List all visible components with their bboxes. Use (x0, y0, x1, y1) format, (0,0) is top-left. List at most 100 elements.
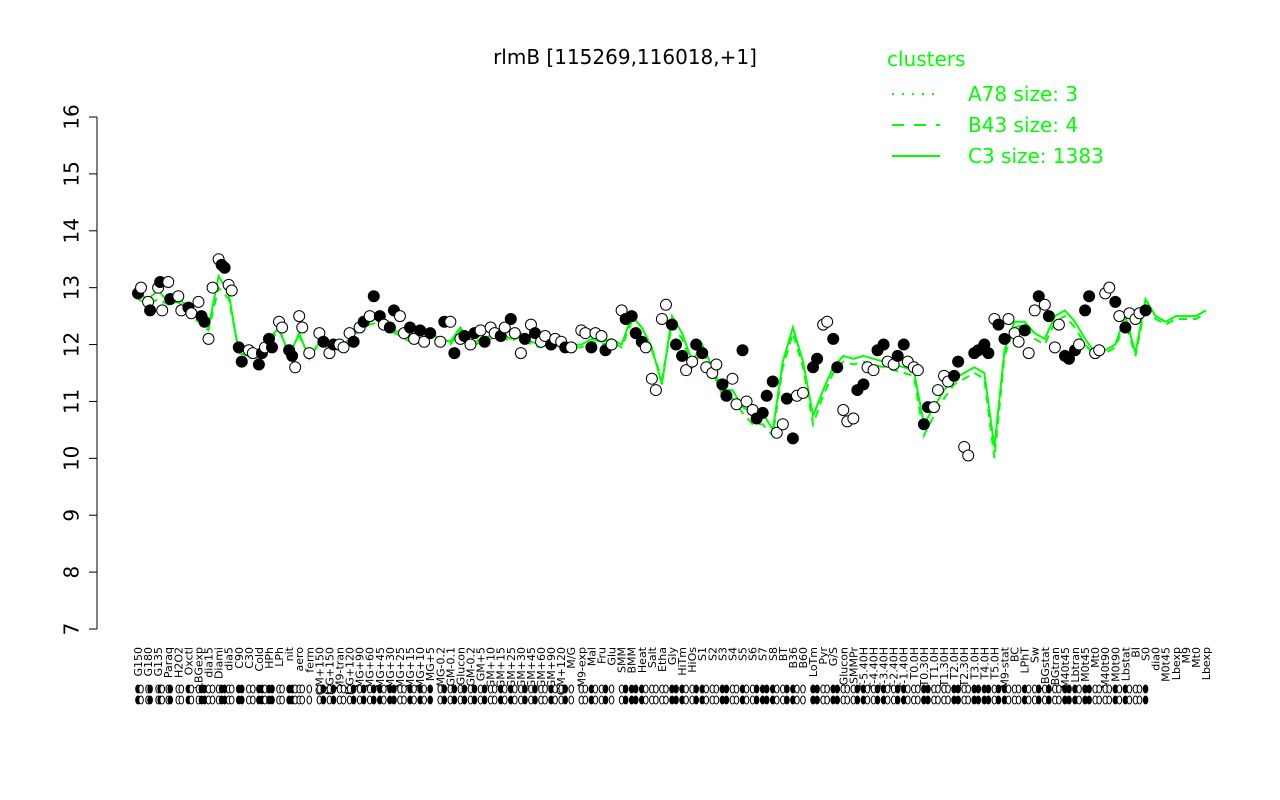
rug-mark (1005, 684, 1012, 694)
data-point (992, 318, 1005, 331)
rug-mark (159, 684, 165, 694)
x-tick-label: LPh (273, 647, 286, 667)
rug-mark (1076, 695, 1082, 705)
x-tick-label: Glu (606, 647, 619, 666)
rug-mark (844, 684, 851, 694)
data-point (1002, 312, 1015, 325)
rug-mark (306, 684, 313, 694)
rug-mark (884, 695, 891, 705)
data-point (235, 355, 248, 368)
data-point (927, 401, 940, 414)
data-point (786, 432, 799, 445)
x-tick-label: T1.0H (928, 647, 941, 680)
data-point (1018, 324, 1031, 337)
data-point (931, 384, 944, 397)
data-point (766, 375, 779, 388)
x-tick-label: S6 (747, 647, 760, 661)
rug-mark (643, 684, 649, 694)
data-point (962, 449, 975, 462)
x-tick-label: Salt (646, 646, 659, 668)
rug-mark (1056, 695, 1062, 705)
rug-mark (552, 684, 558, 694)
y-tick-label: 9 (60, 509, 84, 522)
data-point (1139, 304, 1152, 317)
rug-mark (1046, 684, 1052, 694)
rug-mark (370, 695, 377, 705)
rug-mark (441, 684, 448, 694)
x-tick-label: T-4.40H (868, 647, 881, 690)
rug-mark (975, 684, 982, 694)
rug-mark (330, 684, 337, 694)
data-point (464, 338, 477, 351)
data-point (1083, 290, 1096, 303)
x-tick-label: M9-tran (334, 647, 347, 690)
data-point (252, 358, 265, 371)
rug-mark (1096, 684, 1102, 694)
y-tick-label: 8 (60, 566, 84, 579)
data-point (948, 369, 961, 382)
x-tick-label: S8 (767, 647, 780, 661)
x-tick-label: Oxctl (182, 647, 195, 675)
data-point (1119, 321, 1132, 334)
x-tick-label: B36 (787, 647, 800, 669)
data-point (686, 355, 699, 368)
x-tick-label: dia15 (203, 647, 216, 678)
x-tick-label: GM+10 (485, 647, 498, 688)
rug-mark (1116, 695, 1123, 705)
rug-mark (542, 695, 548, 705)
rug-mark (834, 695, 841, 705)
x-tick-label: Fru (595, 647, 608, 664)
x-tick-label: BT (777, 647, 790, 662)
rug-mark (471, 695, 478, 705)
x-tick-label: S4 (726, 647, 739, 661)
rug-mark (562, 695, 569, 705)
x-tick-label: Lbexp (1170, 647, 1183, 680)
rug-mark (794, 684, 800, 694)
data-point (1048, 341, 1061, 354)
data-point (696, 347, 709, 360)
x-tick-label: T5.0H (988, 647, 1001, 680)
rug-mark (522, 684, 528, 694)
rug-mark (874, 684, 881, 694)
rug-mark (632, 684, 639, 694)
x-tick-label: MG+30 (384, 647, 397, 688)
x-axis: G150G180G135ParaqH2O2OxctlLBGexpdia15Dia… (132, 646, 1213, 705)
rug-mark (743, 684, 750, 694)
legend-entry: B43 size: 4 (968, 113, 1078, 137)
rug-mark (733, 695, 740, 705)
data-point (716, 378, 729, 391)
rug-mark (643, 695, 649, 705)
rug-mark (713, 684, 720, 694)
rug-mark (209, 695, 216, 705)
data-point (877, 338, 890, 351)
rug-mark (703, 684, 710, 694)
y-tick-label: 10 (60, 446, 84, 471)
x-tick-label: Etha (656, 647, 669, 672)
rug-mark (360, 695, 367, 705)
rug-mark (608, 695, 615, 705)
rug-mark (441, 695, 448, 705)
rug-mark (512, 695, 518, 705)
rug-mark (608, 684, 615, 694)
x-tick-label: Mal (585, 647, 598, 666)
rug-mark (632, 695, 639, 705)
y-tick-label: 12 (60, 332, 84, 357)
x-tick-label: GM+30 (515, 647, 528, 688)
rug-mark (965, 695, 972, 705)
rug-mark (228, 695, 235, 705)
data-point (514, 347, 527, 360)
rug-mark (945, 695, 951, 705)
data-point (1109, 295, 1122, 308)
rug-mark (279, 695, 285, 705)
x-tick-label: M40t45 (1059, 647, 1072, 689)
rug-mark (784, 684, 790, 694)
rug-mark (340, 695, 347, 705)
data-point (565, 341, 578, 354)
data-point (867, 364, 880, 377)
data-point (831, 361, 844, 374)
rug-mark (784, 695, 790, 705)
rug-mark (228, 684, 235, 694)
x-tick-label: Lbstat (1119, 646, 1132, 681)
rug-mark (622, 695, 629, 705)
